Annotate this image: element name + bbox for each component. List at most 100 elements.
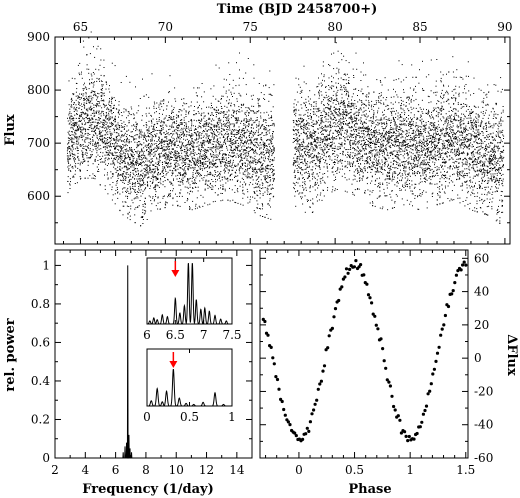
lightcurve-point [301,198,302,200]
lightcurve-point [300,167,302,169]
lightcurve-point [109,149,111,151]
lightcurve-point [233,124,235,126]
lightcurve-point [238,106,240,108]
lightcurve-point [80,177,82,179]
lightcurve-point [77,162,79,164]
lightcurve-point [226,178,228,180]
lightcurve-point [173,151,175,153]
lightcurve-point [158,186,160,188]
lightcurve-point [133,128,134,130]
lightcurve-point [71,152,73,154]
lightcurve-point [164,155,166,157]
lightcurve-point [169,148,170,150]
lightcurve-point [181,162,183,164]
lightcurve-point [118,135,120,137]
lightcurve-point [226,131,228,133]
lightcurve-point [132,186,134,187]
lightcurve-point [86,150,88,152]
lightcurve-point [98,93,100,95]
lightcurve-point [221,145,223,147]
lightcurve-point [132,182,134,184]
lightcurve-point [177,144,179,146]
lightcurve-point [115,184,117,186]
lightcurve-point [78,126,80,128]
lightcurve-point [94,158,96,160]
lightcurve-point [118,158,120,160]
lightcurve-point [238,84,240,86]
lightcurve-point [251,142,253,144]
lightcurve-point [303,142,305,144]
lightcurve-point [150,140,152,142]
lightcurve-point [129,181,131,183]
lightcurve-point [81,131,83,133]
lightcurve-point [293,140,295,142]
lightcurve-point [84,139,86,141]
lightcurve-point [193,147,195,148]
lightcurve-point [253,210,255,212]
lightcurve-point [242,127,244,129]
lightcurve-point [125,108,127,110]
lightcurve-point [198,120,200,122]
lightcurve-point [79,127,81,129]
lightcurve-point [162,197,164,199]
lightcurve-point [222,184,224,186]
lightcurve-point [76,182,78,184]
lightcurve-point [198,133,200,135]
lightcurve-point [310,143,312,145]
lightcurve-point [257,98,259,100]
lightcurve-point [105,117,106,119]
lightcurve-point [201,163,203,165]
lightcurve-point [199,156,200,158]
lightcurve-point [102,100,103,102]
lightcurve-point [302,186,304,188]
lightcurve-point [246,110,248,112]
lightcurve-point [247,139,249,141]
lightcurve-point [75,137,77,139]
lightcurve-point [307,200,308,202]
lightcurve-point [169,181,171,183]
lightcurve-point [213,132,215,134]
lightcurve-point [70,137,72,139]
lightcurve-point [186,131,188,133]
lightcurve-point [259,170,261,172]
lightcurve-point [242,162,244,164]
lightcurve-point [190,135,192,137]
lightcurve-point [173,116,175,117]
lightcurve-point [250,117,252,119]
lightcurve-point [258,83,260,84]
lightcurve-point [90,100,92,102]
lightcurve-point [157,168,159,170]
lightcurve-point [171,111,173,113]
lightcurve-point [173,179,174,181]
lightcurve-point [261,125,263,127]
lightcurve-point [113,155,115,156]
lightcurve-point [154,136,156,138]
lightcurve-point [195,183,197,184]
lightcurve-point [226,111,228,113]
lightcurve-point [127,197,128,199]
lightcurve-point [130,191,132,193]
lightcurve-point [68,168,70,170]
lightcurve-point [199,206,201,208]
lightcurve-point [100,115,102,117]
lightcurve-point [215,135,217,137]
lightcurve-point [107,118,109,120]
lightcurve-point [174,152,176,154]
lightcurve-point [183,108,185,110]
lightcurve-point [196,170,198,171]
lightcurve-point [242,77,244,79]
lightcurve-point [266,145,268,147]
lightcurve-point [210,172,212,174]
lightcurve-point [228,114,230,116]
lightcurve-point [205,181,207,183]
lightcurve-point [197,157,199,159]
lightcurve-point [239,138,241,140]
lightcurve-point [163,175,165,177]
lightcurve-point [75,122,77,124]
lightcurve-point [266,132,267,134]
lightcurve-point [163,132,165,134]
lightcurve-point [248,107,250,109]
lightcurve-point [235,129,237,131]
lightcurve-point [307,96,309,98]
lightcurve-point [101,107,103,109]
